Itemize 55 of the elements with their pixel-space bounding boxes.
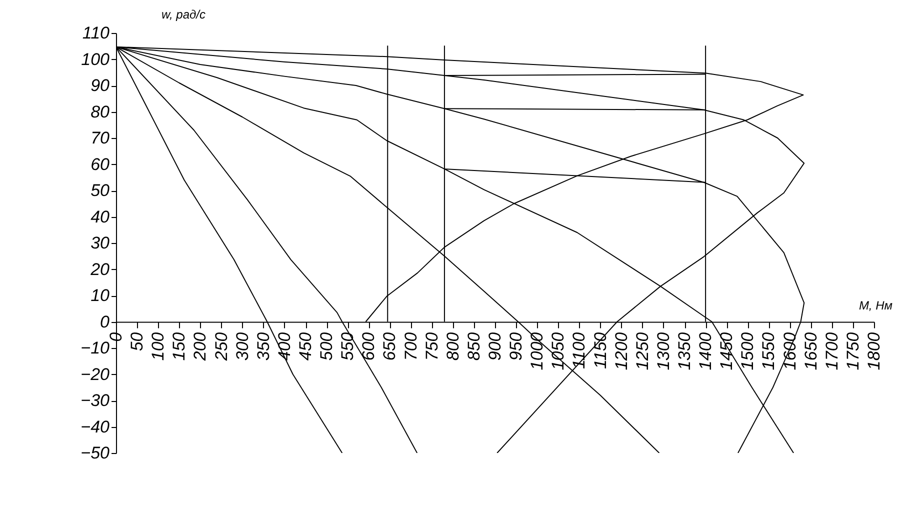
y-tick-label: −40	[80, 417, 110, 436]
x-tick-label: 100	[148, 332, 168, 361]
y-tick-label: 70	[90, 128, 110, 148]
y-tick-label: −20	[80, 364, 110, 384]
x-tick-label: 350	[254, 332, 273, 361]
y-tick-label: 100	[81, 50, 110, 69]
y-tick-label: 60	[90, 154, 110, 174]
x-tick-label: 1250	[632, 332, 652, 370]
y-tick-label: −50	[80, 444, 110, 462]
x-tick-label: 850	[464, 332, 484, 361]
x-tick-label: 500	[317, 332, 336, 361]
y-tick-label: 10	[90, 286, 110, 305]
x-tick-label: 450	[296, 332, 315, 361]
x-tick-label: 1300	[654, 332, 673, 370]
y-tick-label: 110	[82, 24, 110, 42]
y-tick-label: 50	[90, 181, 110, 200]
x-axis-title: M, Нм	[858, 298, 892, 312]
x-tick-label: 1450	[717, 332, 736, 370]
x-tick-label: 650	[380, 332, 400, 361]
x-tick-label: 1100	[570, 332, 589, 369]
x-tick-label: 1000	[528, 332, 547, 370]
x-tick-label: 250	[212, 332, 231, 362]
x-tick-label: 1500	[738, 332, 758, 370]
x-tick-label: 300	[232, 332, 252, 361]
y-tick-label: 40	[90, 207, 110, 226]
x-tick-label: 200	[190, 332, 210, 362]
x-tick-label: 150	[170, 332, 189, 361]
x-tick-label: 1050	[548, 332, 568, 370]
x-tick-label: 1550	[759, 332, 778, 370]
y-tick-label: 30	[90, 234, 110, 252]
x-tick-label: 1150	[590, 332, 610, 369]
x-tick-label: 600	[359, 332, 378, 361]
y-tick-label: 0	[100, 312, 110, 332]
x-tick-label: 50	[128, 332, 147, 352]
x-tick-label: 1400	[696, 332, 716, 370]
x-tick-label: 1600	[780, 332, 800, 370]
y-axis-title: w, рад/с	[162, 8, 206, 22]
x-tick-label: 1700	[822, 332, 842, 370]
x-tick-label: 900	[486, 332, 504, 361]
x-tick-label: 950	[506, 332, 526, 361]
y-tick-label: 20	[90, 260, 110, 279]
y-tick-label: 90	[90, 76, 110, 95]
x-tick-label: 1350	[675, 332, 694, 370]
x-tick-label: 550	[338, 332, 358, 361]
y-tick-label: −30	[80, 391, 110, 410]
x-tick-label: 1200	[612, 332, 631, 370]
y-tick-label: 80	[90, 102, 110, 122]
x-tick-label: 400	[274, 332, 294, 361]
x-tick-label: 1650	[801, 332, 820, 370]
x-tick-label: 1750	[843, 332, 862, 370]
x-tick-label: 700	[401, 332, 420, 361]
x-tick-label: 800	[443, 332, 462, 361]
x-tick-label: 1800	[864, 332, 884, 370]
y-tick-label: −10	[80, 338, 110, 358]
x-tick-label: 750	[422, 332, 442, 361]
